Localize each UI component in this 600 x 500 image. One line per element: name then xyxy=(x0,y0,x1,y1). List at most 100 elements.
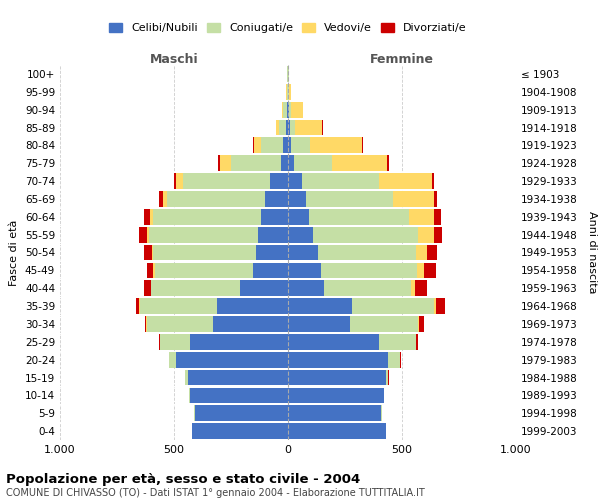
Bar xyxy=(379,334,416,349)
Bar xyxy=(310,138,362,153)
Text: COMUNE DI CHIVASSO (TO) - Dati ISTAT 1° gennaio 2004 - Elaborazione TUTTITALIA.I: COMUNE DI CHIVASSO (TO) - Dati ISTAT 1° … xyxy=(6,488,425,498)
Bar xyxy=(317,244,416,260)
Bar xyxy=(288,406,382,421)
Bar xyxy=(352,298,434,314)
Bar xyxy=(188,370,288,386)
Bar xyxy=(393,191,434,207)
Bar xyxy=(254,138,260,153)
Bar xyxy=(288,280,325,296)
Bar xyxy=(288,138,292,153)
Bar xyxy=(386,370,388,386)
Bar xyxy=(288,209,308,224)
Bar xyxy=(288,120,290,136)
Bar xyxy=(194,406,288,421)
Y-axis label: Anni di nascita: Anni di nascita xyxy=(587,211,597,294)
Bar xyxy=(388,352,400,368)
Bar xyxy=(190,388,288,403)
Bar xyxy=(213,316,288,332)
Bar xyxy=(154,209,260,224)
Bar xyxy=(183,173,270,189)
Bar xyxy=(217,298,288,314)
Bar xyxy=(149,227,259,242)
Bar xyxy=(321,262,417,278)
Bar xyxy=(288,298,352,314)
Bar xyxy=(146,262,154,278)
Bar xyxy=(185,370,188,386)
Bar xyxy=(189,388,190,403)
Bar xyxy=(160,334,190,349)
Bar xyxy=(286,120,288,136)
Bar xyxy=(155,262,253,278)
Bar xyxy=(152,244,154,260)
Bar xyxy=(434,209,441,224)
Bar xyxy=(154,262,155,278)
Bar xyxy=(190,334,288,349)
Bar xyxy=(362,138,363,153)
Bar xyxy=(436,298,445,314)
Bar xyxy=(379,173,431,189)
Bar xyxy=(416,334,418,349)
Bar xyxy=(150,209,154,224)
Bar xyxy=(220,156,231,171)
Bar xyxy=(169,352,176,368)
Bar xyxy=(154,244,256,260)
Bar xyxy=(159,334,160,349)
Bar xyxy=(325,280,411,296)
Bar xyxy=(289,84,291,100)
Bar xyxy=(145,316,146,332)
Bar xyxy=(140,298,217,314)
Bar xyxy=(192,423,288,439)
Bar xyxy=(409,209,434,224)
Bar xyxy=(288,352,388,368)
Bar xyxy=(308,209,409,224)
Bar xyxy=(283,138,288,153)
Bar xyxy=(270,173,288,189)
Bar xyxy=(240,280,288,296)
Bar xyxy=(322,120,323,136)
Bar xyxy=(159,191,163,207)
Bar xyxy=(419,316,424,332)
Bar xyxy=(146,316,213,332)
Bar xyxy=(294,156,332,171)
Bar xyxy=(350,316,418,332)
Text: Femmine: Femmine xyxy=(370,53,434,66)
Bar xyxy=(288,191,306,207)
Bar xyxy=(416,244,427,260)
Text: Popolazione per età, sesso e stato civile - 2004: Popolazione per età, sesso e stato civil… xyxy=(6,472,360,486)
Bar xyxy=(253,262,288,278)
Bar xyxy=(434,298,436,314)
Bar xyxy=(175,173,176,189)
Bar xyxy=(265,191,288,207)
Legend: Celibi/Nubili, Coniugati/e, Vedovi/e, Divorziati/e: Celibi/Nubili, Coniugati/e, Vedovi/e, Di… xyxy=(105,18,471,38)
Bar xyxy=(434,227,442,242)
Bar xyxy=(231,156,281,171)
Bar xyxy=(434,191,437,207)
Bar xyxy=(260,209,288,224)
Text: Maschi: Maschi xyxy=(149,53,199,66)
Bar xyxy=(146,227,149,242)
Bar xyxy=(145,209,150,224)
Bar xyxy=(287,102,288,118)
Bar xyxy=(176,352,288,368)
Bar xyxy=(415,280,427,296)
Bar xyxy=(292,138,310,153)
Bar xyxy=(292,102,303,118)
Bar xyxy=(306,191,393,207)
Bar xyxy=(136,298,139,314)
Bar xyxy=(288,316,350,332)
Bar xyxy=(313,227,418,242)
Bar xyxy=(288,423,386,439)
Bar xyxy=(418,227,434,242)
Bar xyxy=(295,120,322,136)
Bar xyxy=(280,120,286,136)
Bar xyxy=(139,227,146,242)
Bar xyxy=(288,102,289,118)
Bar xyxy=(417,262,424,278)
Bar xyxy=(163,191,167,207)
Bar xyxy=(387,156,389,171)
Bar xyxy=(256,244,288,260)
Bar xyxy=(218,156,220,171)
Bar xyxy=(288,334,379,349)
Bar xyxy=(427,244,437,260)
Bar xyxy=(289,102,292,118)
